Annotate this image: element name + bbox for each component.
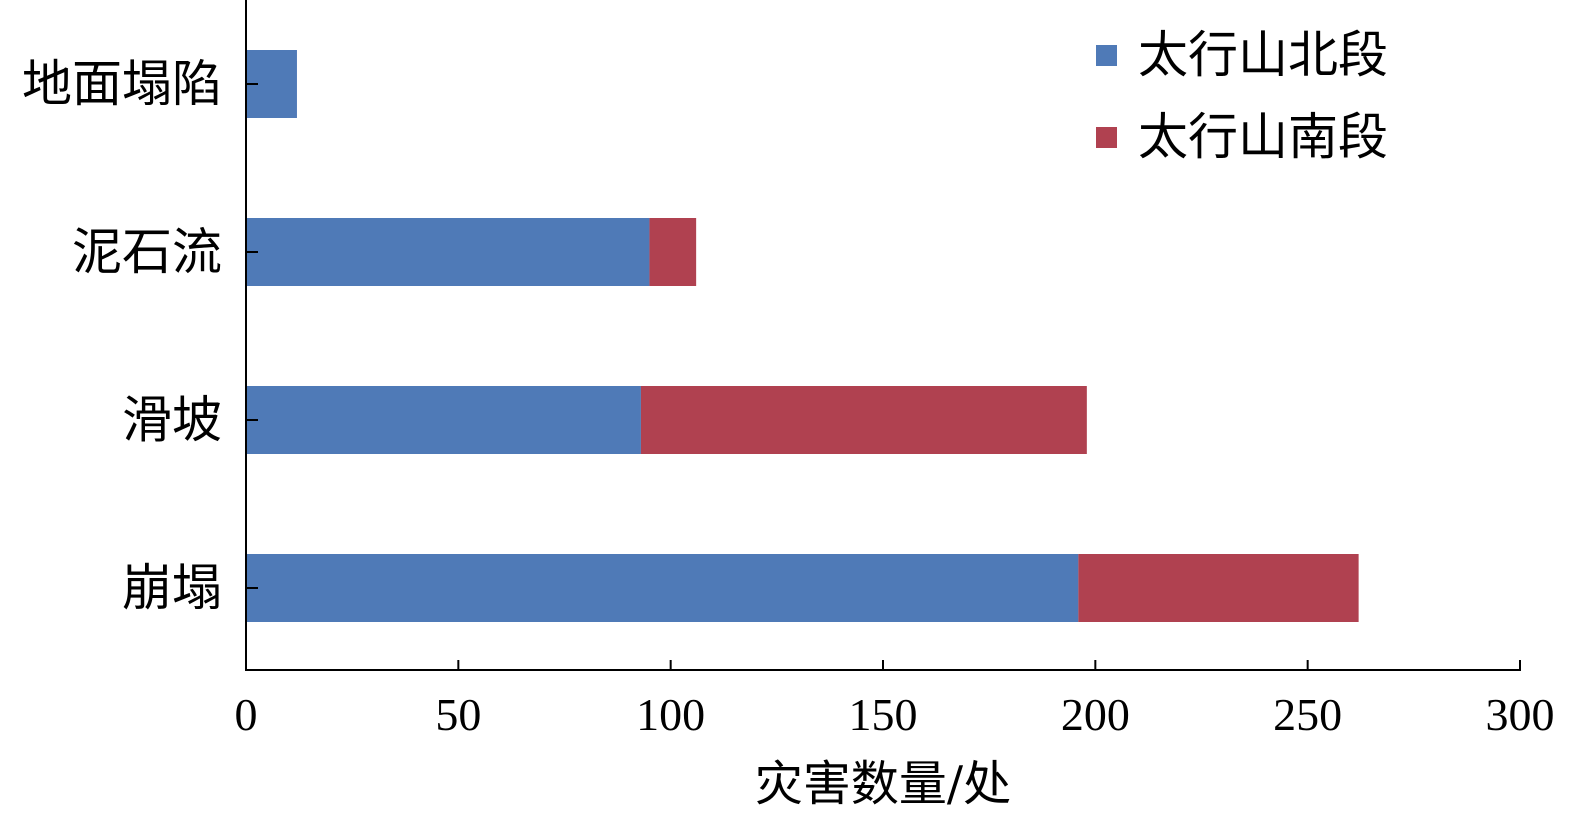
bar-1-series-1: [649, 218, 697, 286]
bar-1-series-0: [246, 218, 650, 286]
ticks-layer: 0 50 100 150 200 250 300: [235, 660, 1555, 740]
x-tick-label-5: 250: [1273, 689, 1342, 740]
legend-label-0: 太行山北段: [1138, 26, 1388, 84]
bar-2-series-0: [246, 386, 641, 454]
category-label-2: 滑坡: [122, 391, 222, 449]
x-tick-label-0: 0: [235, 689, 258, 740]
bars-layer: [246, 50, 1359, 622]
x-tick-label-2: 100: [636, 689, 705, 740]
x-tick-label-3: 150: [849, 689, 918, 740]
bar-2-series-1: [640, 386, 1087, 454]
x-tick-label-4: 200: [1061, 689, 1130, 740]
legend-swatch-1: [1096, 127, 1117, 148]
x-axis-title: 灾害数量/处: [755, 756, 1011, 812]
category-label-3: 崩塌: [122, 559, 222, 617]
x-tick-label-6: 300: [1486, 689, 1555, 740]
legend-label-1: 太行山南段: [1138, 108, 1388, 166]
category-label-0: 地面塌陷: [22, 55, 222, 113]
x-tick-label-1: 50: [435, 689, 481, 740]
bar-3-series-1: [1078, 554, 1359, 622]
category-label-1: 泥石流: [72, 223, 222, 281]
legend-swatch-0: [1096, 45, 1117, 66]
bar-3-series-0: [246, 554, 1079, 622]
